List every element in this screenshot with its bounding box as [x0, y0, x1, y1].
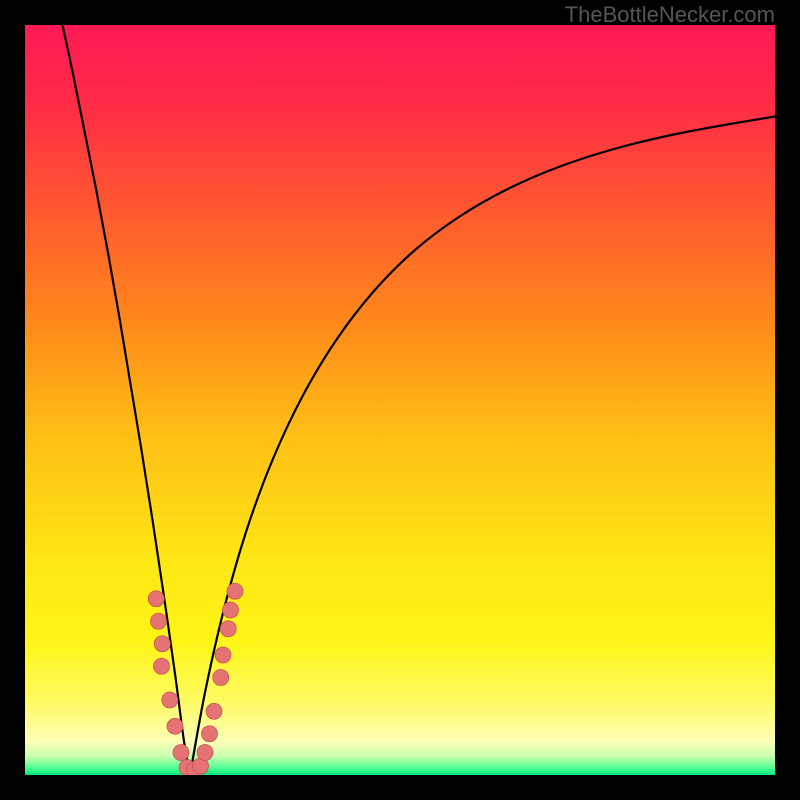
outer-frame — [0, 0, 800, 800]
watermark-text: TheBottleNecker.com — [565, 2, 775, 28]
viewport: TheBottleNecker.com — [0, 0, 800, 800]
